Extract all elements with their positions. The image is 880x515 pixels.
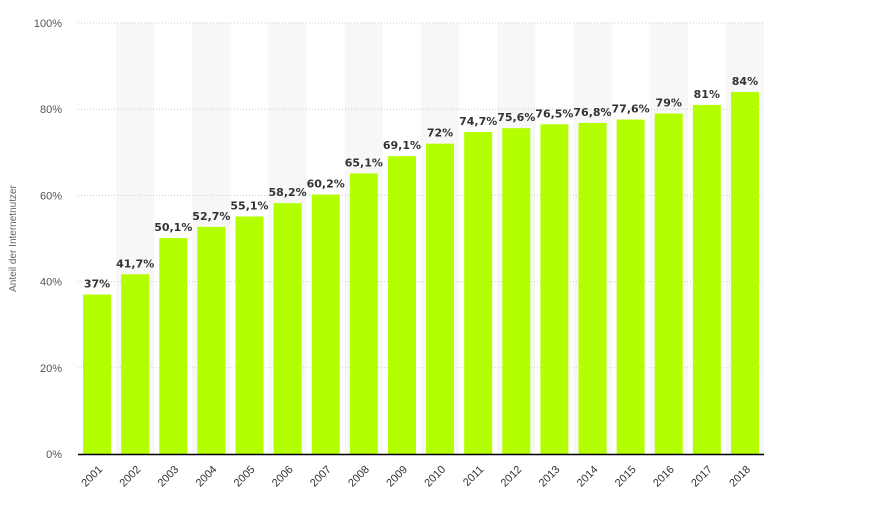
y-tick-label: 20% [40,363,62,375]
data-label: 41,7% [116,257,154,270]
x-tick-label: 2011 [461,464,486,489]
data-label: 75,6% [497,111,535,124]
data-label: 84% [732,75,758,88]
x-tick-label: 2009 [384,464,410,490]
data-label: 79% [656,97,682,110]
bar [540,124,569,454]
bar [692,104,721,454]
data-label: 77,6% [612,103,650,116]
gridlines [78,22,764,369]
data-label: 50,1% [154,221,192,234]
y-axis-label: Anteil der Internetnutzer [8,184,19,291]
data-label: 69,1% [383,139,421,152]
y-axis-ticks: 0% 20% 40% 60% 80% 100% [34,18,62,461]
bar [273,203,302,454]
x-tick-label: 2018 [727,464,753,490]
data-label: 58,2% [269,186,307,199]
data-label: 72% [427,127,453,140]
bar [730,91,759,455]
data-label: 74,7% [459,115,497,128]
data-label: 76,5% [535,107,573,120]
x-tick-label: 2005 [232,464,258,490]
bar [83,294,112,454]
x-tick-label: 2014 [575,464,601,490]
bar [387,156,416,454]
x-tick-label: 2010 [422,464,448,490]
data-label: 76,8% [573,106,611,119]
x-tick-label: 2016 [651,464,677,490]
bar [464,132,493,454]
bar [197,226,226,454]
x-tick-label: 2013 [537,464,563,490]
x-tick-label: 2017 [689,464,715,490]
bar [235,216,264,454]
bar [426,143,455,454]
x-tick-label: 2008 [346,464,372,490]
data-label: 81% [694,88,720,101]
data-label: 65,1% [345,156,383,169]
data-label: 52,7% [192,210,230,223]
y-tick-label: 60% [40,190,62,202]
bar [578,122,607,454]
x-tick-label: 2004 [194,464,220,490]
data-label: 37% [84,278,110,291]
bars [83,91,759,455]
x-tick-label: 2001 [79,464,105,490]
x-tick-label: 2012 [499,464,525,490]
x-tick-label: 2003 [156,464,182,490]
x-tick-label: 2015 [613,464,639,490]
data-label: 60,2% [307,178,345,191]
bar [121,274,150,454]
bar [349,173,378,454]
x-tick-label: 2007 [308,464,334,490]
y-tick-label: 100% [34,18,62,30]
bar [616,119,645,454]
bar [159,238,188,454]
bar [502,128,531,454]
x-tick-label: 2002 [117,464,143,490]
bar [654,113,683,454]
x-axis-ticks: 2001 2002 2003 2004 2005 2006 2007 2008 2009 2010… [79,464,753,490]
bar [311,194,340,454]
data-labels: 37% 41,7% 50,1%52,7%55,1%58,2%60,2%65,1%69… [84,75,758,291]
x-tick-label: 2006 [270,464,296,490]
data-label: 55,1% [230,200,268,213]
y-tick-label: 40% [40,277,62,289]
y-tick-label: 0% [46,449,62,461]
y-tick-label: 80% [40,104,62,116]
